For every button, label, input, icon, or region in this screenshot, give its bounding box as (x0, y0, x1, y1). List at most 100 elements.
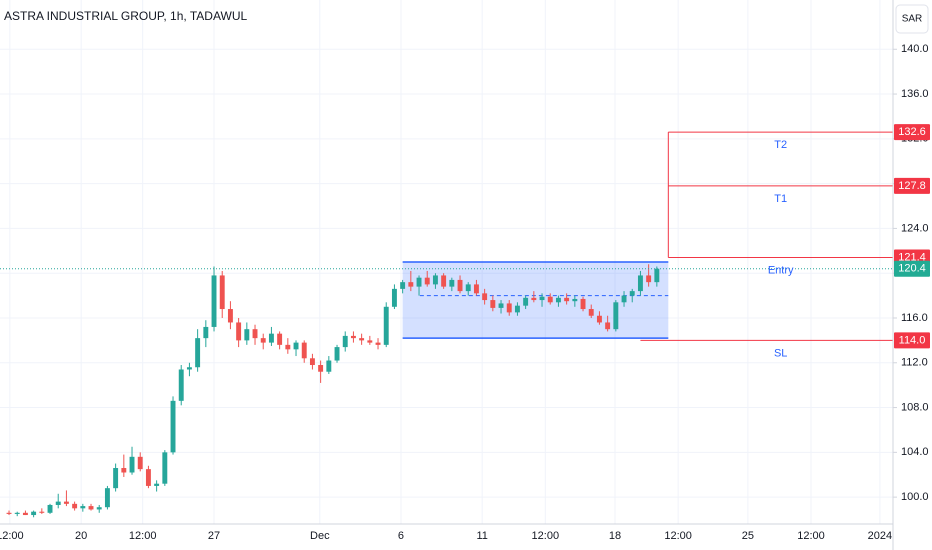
candle-body (178, 369, 184, 401)
candle-body (531, 297, 537, 301)
candle-body (170, 400, 176, 453)
candle-body (162, 452, 168, 484)
y-tick-label: 104.0 (901, 446, 929, 458)
candle-body (596, 315, 602, 323)
candle-body (498, 303, 504, 308)
candle-body (482, 293, 488, 301)
x-tick-label: 6 (398, 530, 404, 542)
candle-body (383, 306, 389, 345)
candle-body (14, 512, 20, 514)
candle-body (301, 342, 307, 359)
candle-body (375, 342, 381, 345)
candle-body (457, 279, 463, 292)
candle-body (219, 275, 225, 310)
candle-body (342, 335, 348, 348)
x-tick-label: 27 (208, 530, 220, 542)
candle-body (195, 338, 201, 368)
candle-body (473, 284, 479, 294)
candle-body (145, 469, 151, 486)
candle-body (121, 468, 127, 473)
candle-body (514, 305, 520, 313)
candle-body (588, 309, 594, 316)
chart-title: ASTRA INDUSTRIAL GROUP, 1h, TADAWUL (4, 9, 247, 23)
x-tick-label: 25 (742, 530, 754, 542)
candle-body (227, 309, 233, 323)
x-tick-label: 2024 (868, 530, 892, 542)
axes: 100.0104.0108.0112.0116.0120.0124.0128.0… (0, 43, 930, 542)
last-price-box (894, 260, 930, 277)
y-tick-label: 108.0 (901, 401, 929, 413)
x-tick-label: Dec (310, 530, 330, 542)
candle-body (293, 342, 299, 350)
y-tick-label: 140.0 (901, 43, 929, 55)
candle-body (137, 456, 143, 470)
candle-body (186, 367, 192, 370)
y-tick-label: 136.0 (901, 88, 929, 100)
candle-body (506, 303, 512, 313)
candle-body (432, 275, 438, 285)
candle-body (408, 282, 414, 287)
candle-body (88, 506, 94, 510)
candle-body (465, 284, 471, 292)
candle-body (613, 302, 619, 330)
candle-body (31, 511, 37, 516)
candle-body (539, 296, 545, 301)
x-tick-label: 12:00 (0, 530, 24, 542)
level-label: SL (774, 347, 787, 359)
candle-body (277, 333, 283, 345)
candle-body (268, 333, 274, 343)
candle-body (646, 275, 652, 283)
candle-body (318, 365, 324, 372)
candle-body (211, 275, 217, 327)
x-tick-label: 12:00 (797, 530, 825, 542)
candle-body (424, 277, 430, 285)
candle-body (22, 512, 28, 516)
candle-body (621, 295, 627, 303)
candle-body (654, 268, 660, 283)
candle-body (129, 456, 135, 473)
candle-body (605, 322, 611, 330)
y-tick-label: 112.0 (901, 357, 928, 369)
x-tick-label: 11 (476, 530, 487, 542)
candle-body (260, 338, 266, 343)
y-tick-label: 116.0 (901, 312, 928, 324)
candle-body (154, 483, 160, 486)
candle-body (547, 296, 553, 303)
level-price-label: 127.8 (898, 180, 926, 192)
candle-body (96, 507, 102, 510)
x-tick-label: 12:00 (129, 530, 157, 542)
x-tick-label: 12:00 (664, 530, 692, 542)
candle-body (104, 488, 110, 508)
candle-body (334, 347, 340, 361)
currency-box[interactable] (895, 4, 929, 34)
y-tick-label: 100.0 (901, 491, 929, 503)
plot: T2 T1 Entry SL (0, 131, 893, 518)
level-price-box (894, 332, 930, 349)
y-tick-label: 124.0 (901, 222, 929, 234)
level-label: T1 (774, 193, 787, 205)
candle-body (580, 298, 586, 310)
candle-body (309, 358, 315, 366)
candle-body (55, 501, 61, 505)
candle-body (523, 297, 529, 306)
candle-body (80, 506, 86, 509)
candle-body (572, 298, 578, 302)
currency: SAR (902, 14, 923, 25)
x-tick-label: 18 (609, 530, 621, 542)
candle-body (236, 322, 242, 341)
candle-body (400, 282, 406, 289)
candle-body (637, 275, 643, 292)
candle-body (359, 338, 365, 341)
candle-body (244, 329, 250, 341)
candle-body (490, 300, 496, 308)
level-label: T2 (774, 139, 787, 151)
candle-body (252, 329, 258, 339)
candle-body (629, 291, 635, 296)
level-label: Entry (768, 264, 794, 276)
candle-body (350, 335, 356, 339)
candle-body (203, 326, 209, 339)
candle-body (441, 275, 447, 287)
candle-body (6, 512, 12, 514)
